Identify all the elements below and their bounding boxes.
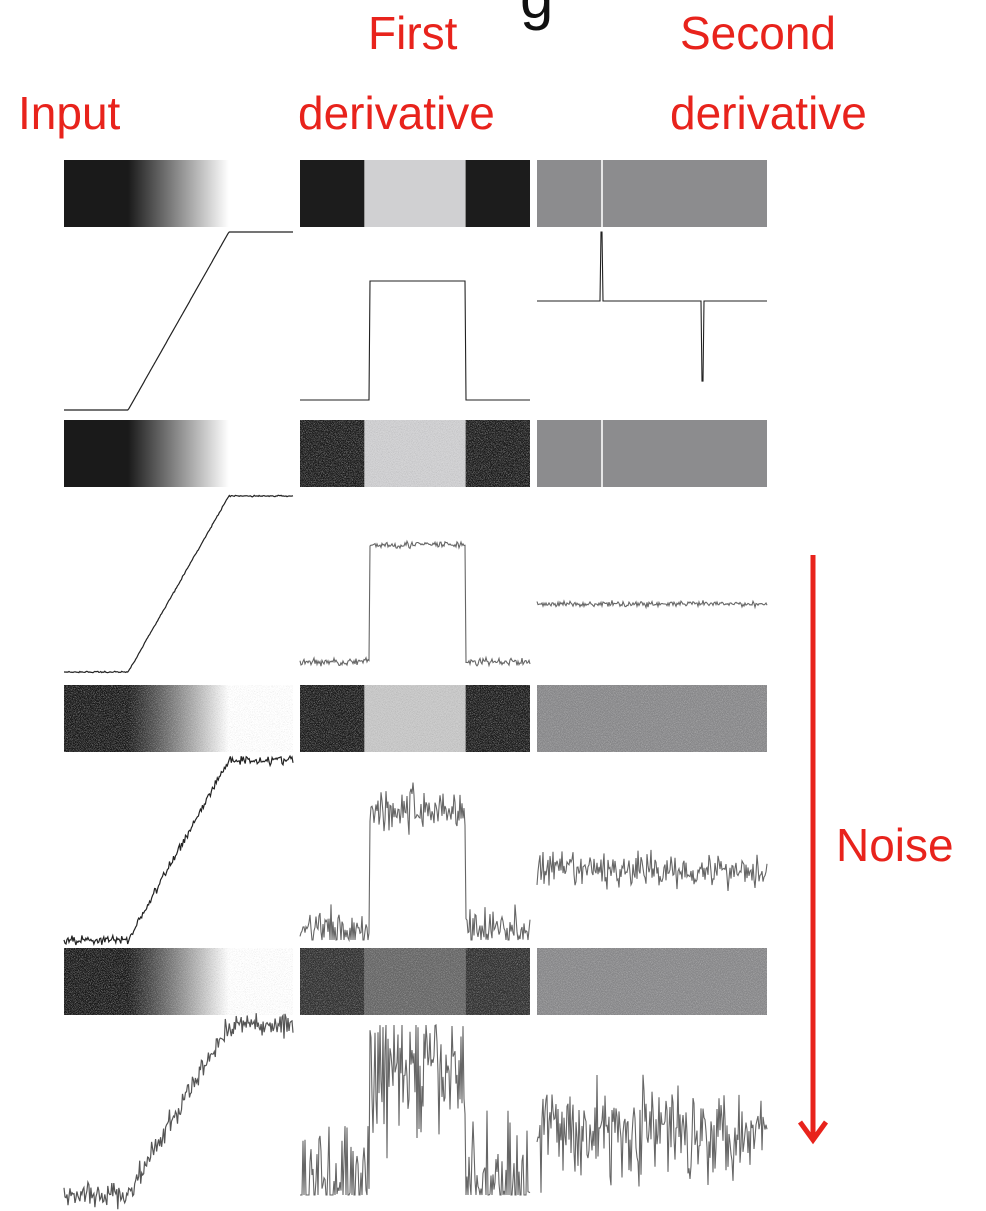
- first-derivative-profile: [300, 1024, 531, 1196]
- second-derivative-band: [537, 685, 767, 752]
- second-derivative-band: [537, 160, 767, 227]
- noise-row-1: [64, 160, 767, 411]
- column-label-first-line1: First: [368, 7, 458, 59]
- title-fragment: g: [520, 0, 553, 28]
- first-derivative-band: [300, 685, 530, 752]
- noise-row-3: [63, 685, 768, 946]
- column-label-second-line1: Second: [680, 7, 837, 59]
- input-profile: [64, 494, 294, 674]
- second-derivative-profile: [537, 231, 767, 382]
- second-derivative-band: [537, 948, 767, 1015]
- input-band: [64, 685, 293, 752]
- first-derivative-profile: [299, 782, 531, 943]
- noise-arrow: [797, 555, 829, 1145]
- input-band: [64, 948, 293, 1015]
- input-band: [64, 160, 293, 227]
- noise-row-2: [64, 420, 768, 674]
- input-profile: [64, 231, 293, 411]
- column-label-second-line2: derivative: [670, 87, 867, 139]
- second-derivative-profile: [536, 599, 768, 610]
- first-derivative-band: [300, 948, 530, 1015]
- first-derivative-band: [300, 160, 530, 227]
- column-label-input: Input: [18, 87, 121, 139]
- first-derivative-band: [300, 420, 530, 487]
- noise-label: Noise: [836, 819, 954, 871]
- first-derivative-profile: [299, 539, 531, 668]
- input-profile: [63, 1013, 294, 1210]
- second-derivative-band: [537, 420, 767, 487]
- noise-row-4: [63, 948, 768, 1210]
- second-derivative-profile: [536, 849, 768, 892]
- first-derivative-profile: [300, 280, 530, 401]
- input-band: [64, 420, 293, 487]
- column-label-first-line2: derivative: [298, 87, 495, 139]
- input-profile: [63, 754, 294, 946]
- second-derivative-profile: [536, 1074, 768, 1193]
